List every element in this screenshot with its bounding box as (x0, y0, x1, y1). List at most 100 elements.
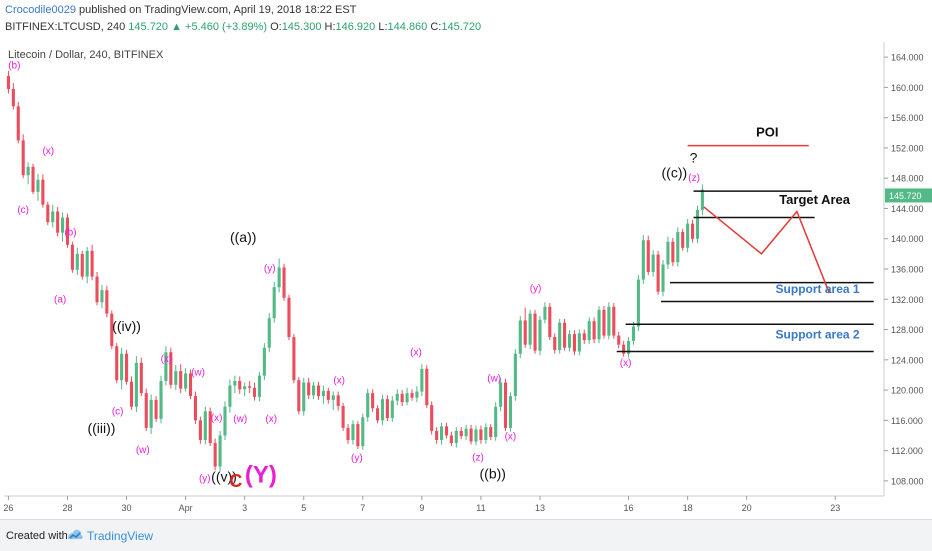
candle-down (385, 399, 389, 419)
price-axis-label: 116.000 (891, 416, 923, 426)
candle-down (31, 166, 35, 192)
candle-up (36, 179, 40, 192)
candle-up (262, 347, 266, 376)
candle-down (371, 393, 375, 409)
candle-up (321, 390, 325, 397)
candle-up (661, 264, 665, 292)
candle-up (361, 417, 365, 447)
open-value: 145.300 (281, 21, 322, 33)
candle-down (125, 353, 129, 382)
candle-up (518, 320, 522, 354)
candle-up (277, 267, 281, 288)
last-price-tag (885, 188, 932, 203)
wave-question: ? (690, 149, 698, 165)
candle-down (110, 313, 114, 347)
time-axis-label: 13 (535, 503, 545, 513)
footer-bar: Created with TradingView (0, 519, 932, 551)
candle-down (129, 381, 134, 407)
candle-up (484, 427, 488, 441)
candle-down (46, 204, 50, 223)
candle-up (499, 382, 503, 407)
author-link[interactable]: Crocodile0029 (5, 4, 76, 16)
candle-up (26, 166, 30, 176)
candle-down (691, 223, 695, 239)
low-label: L: (378, 21, 388, 33)
candle-up (312, 385, 316, 396)
candle-down (154, 399, 158, 419)
price-axis-label: 112.000 (891, 446, 923, 456)
candle-down (208, 411, 212, 444)
candle-down (612, 306, 616, 336)
candle-down (671, 241, 675, 263)
time-axis-label: 16 (624, 503, 634, 513)
candle-down (523, 320, 527, 345)
wave-b-major: ((b)) (480, 466, 506, 482)
price-axis-label: 152.000 (891, 143, 924, 153)
tradingview-logo-icon[interactable] (66, 527, 84, 543)
label-support-1: Support area 1 (776, 282, 860, 296)
wave-Y: (Y) (245, 461, 277, 488)
last-price-tag-label: 145.720 (889, 191, 922, 201)
last-price: 145.720 (128, 21, 169, 33)
time-axis-label: 18 (683, 503, 693, 513)
candle-down (617, 335, 621, 345)
candle-down (563, 322, 567, 348)
candle-down (582, 333, 586, 341)
candle-up (439, 426, 444, 441)
candle-down (16, 106, 20, 141)
price-axis-label: 108.000 (891, 476, 924, 486)
candle-up (543, 306, 547, 320)
wave-w-1: (w) (136, 445, 150, 456)
price-axis-label: 132.000 (891, 295, 924, 305)
candle-up (134, 362, 138, 407)
tradingview-brand-link[interactable]: TradingView (87, 529, 154, 543)
candle-down (287, 297, 291, 338)
wave-c-1: (c) (17, 205, 29, 216)
price-axis-label: 140.000 (891, 234, 924, 244)
candle-down (435, 430, 439, 441)
candle-down (376, 408, 380, 421)
candle-up (405, 393, 409, 403)
candle-up (164, 352, 168, 381)
wave-x-6: (x) (410, 347, 422, 358)
candle-up (607, 306, 611, 336)
high-label: H: (324, 21, 336, 33)
candle-up (587, 321, 591, 341)
candle-down (292, 337, 296, 381)
wave-y-4: (y) (530, 284, 542, 295)
candle-up (528, 313, 532, 345)
candle-down (336, 395, 340, 406)
wave-y-1: (y) (199, 474, 211, 485)
candle-up (159, 380, 163, 419)
price-chart[interactable]: Litecoin / Dollar, 240, BITFINEX 108.000 1… (0, 0, 932, 519)
candle-up (651, 254, 655, 273)
candle-up (243, 386, 247, 390)
candle-up (257, 375, 261, 397)
wave-w-2: (w) (191, 368, 205, 379)
candle-up (494, 406, 498, 437)
candle-down (188, 373, 193, 397)
candle-down (56, 211, 60, 233)
candle-up (223, 406, 227, 436)
time-axis-label: 5 (301, 503, 306, 513)
wave-x-8: (x) (620, 358, 632, 369)
candle-up (420, 368, 424, 392)
time-axis-label: 7 (360, 503, 365, 513)
wave-C: C (229, 471, 242, 491)
candle-down (572, 334, 576, 352)
candle-up (513, 353, 517, 397)
wave-a-major: ((a)) (230, 229, 256, 245)
candle-down (115, 346, 119, 381)
candle-down (316, 385, 321, 397)
candle-down (602, 309, 606, 336)
candle-up (75, 253, 79, 270)
candle-up (695, 209, 700, 239)
low-value: 144.860 (387, 21, 428, 33)
candle-up (302, 382, 306, 412)
candle-down (622, 344, 626, 354)
price-axis-label: 128.000 (891, 325, 924, 335)
candle-up (218, 435, 222, 467)
candle-up (631, 326, 636, 341)
candle-down (592, 321, 596, 340)
wave-iv: ((iv)) (112, 318, 141, 334)
